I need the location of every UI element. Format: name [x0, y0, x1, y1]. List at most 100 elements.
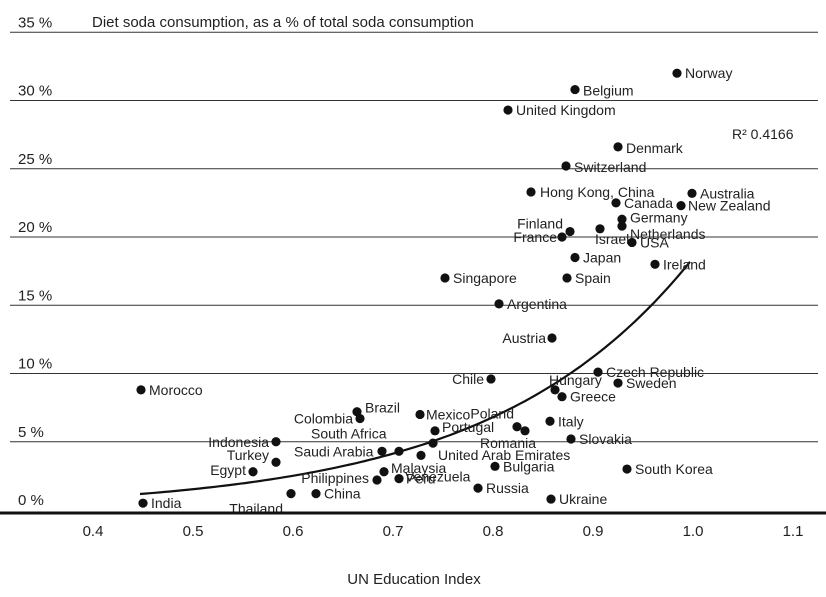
- point-argentina: [494, 299, 504, 309]
- chart-title: Diet soda consumption, as a % of total s…: [92, 14, 474, 31]
- point-france: [557, 232, 567, 242]
- point-label-germany: Germany: [630, 209, 688, 225]
- point-poland: [512, 422, 522, 432]
- point-label-china: China: [324, 486, 361, 502]
- point-peru: [394, 474, 404, 484]
- point-slovakia: [566, 434, 576, 444]
- trend-line: [139, 261, 691, 496]
- grid-lines: [10, 31, 818, 443]
- x-tick-label: 0.5: [183, 523, 204, 540]
- point-label-philippines: Philippines: [301, 470, 369, 486]
- point-portugal: [430, 426, 440, 436]
- point-label-spain: Spain: [575, 270, 611, 286]
- point-label-usa: USA: [640, 234, 669, 250]
- y-tick-label: 0 %: [18, 492, 44, 509]
- point-philippines: [372, 475, 382, 485]
- point-united-arab-emirates: [428, 438, 438, 448]
- x-tick-label: 0.7: [383, 523, 404, 540]
- x-tick-label: 1.0: [683, 523, 704, 540]
- point-label-united-arab-emirates: United Arab Emirates: [438, 447, 570, 463]
- point-label-united-kingdom: United Kingdom: [516, 102, 616, 118]
- point-label-belgium: Belgium: [583, 83, 634, 99]
- point-label-denmark: Denmark: [626, 140, 684, 156]
- point-label-saudi-arabia: Saudi Arabia: [294, 443, 374, 459]
- point-denmark: [613, 142, 623, 152]
- point-greece: [557, 392, 567, 402]
- point-usa: [627, 237, 637, 248]
- point-mexico: [415, 409, 425, 420]
- y-tick-label: 10 %: [18, 356, 52, 373]
- x-tick-label: 1.1: [783, 523, 804, 540]
- point-label-hungary: Hungary: [549, 372, 602, 388]
- point-colombia: [355, 413, 365, 424]
- point-label-russia: Russia: [486, 480, 529, 496]
- data-points: Norway Belgium United Kingdom Denmark Switze…: [136, 65, 771, 517]
- point-belgium: [570, 84, 580, 95]
- point-label-singapore: Singapore: [453, 270, 517, 286]
- point-russia: [473, 483, 483, 493]
- point-canada: [611, 198, 621, 208]
- point-label-brazil: Brazil: [365, 400, 400, 416]
- point-label-australia: Australia: [700, 185, 755, 201]
- y-tick-labels: 0 % 5 % 10 % 15 % 20 % 25 % 30 % 35 %: [18, 14, 52, 509]
- point-romania: [520, 426, 530, 436]
- point-label-venezuela: Venezuela: [405, 468, 471, 484]
- y-tick-label: 25 %: [18, 151, 52, 168]
- point-sweden: [613, 378, 623, 388]
- point-label-sweden: Sweden: [626, 375, 677, 391]
- y-tick-label: 5 %: [18, 424, 44, 441]
- point-new-zealand: [676, 201, 686, 211]
- point-china: [311, 489, 321, 499]
- x-axis-label: UN Education Index: [347, 571, 481, 588]
- point-label-argentina: Argentina: [507, 296, 567, 312]
- point-italy: [545, 416, 555, 426]
- point-bulgaria: [490, 461, 500, 471]
- point-ukraine: [546, 494, 556, 504]
- point-czech-republic: [593, 367, 603, 377]
- point-label-portugal: Portugal: [442, 419, 494, 435]
- point-label-czech-republic: Czech Republic: [606, 364, 704, 380]
- point-indonesia: [271, 437, 281, 447]
- point-hungary: [550, 385, 560, 395]
- point-singapore: [440, 273, 450, 283]
- point-label-ireland: Ireland: [663, 256, 706, 272]
- point-label-japan: Japan: [583, 249, 621, 265]
- point-label-india: India: [151, 495, 182, 511]
- y-tick-label: 15 %: [18, 287, 52, 304]
- y-tick-label: 20 %: [18, 219, 52, 236]
- point-label-indonesia: Indonesia: [208, 434, 269, 450]
- y-tick-label: 35 %: [18, 14, 52, 31]
- point-south-korea: [622, 464, 632, 474]
- point-label-romania: Romania: [480, 435, 536, 451]
- point-label-south-korea: South Korea: [635, 461, 713, 477]
- point-finland: [565, 226, 575, 237]
- x-tick-labels: 0.4 0.5 0.6 0.7 0.8 0.9 1.0 1.1: [83, 523, 804, 540]
- point-thailand: [286, 489, 296, 499]
- point-label-bulgaria: Bulgaria: [503, 458, 555, 474]
- point-label-israel: Israel: [595, 231, 629, 247]
- point-label-canada: Canada: [624, 195, 673, 211]
- point-australia: [687, 188, 697, 198]
- point-label-chile: Chile: [452, 371, 484, 387]
- y-tick-label: 30 %: [18, 83, 52, 100]
- point-label-france: France: [513, 229, 557, 245]
- point-label-slovakia: Slovakia: [579, 431, 632, 447]
- point-label-peru: Peru: [406, 471, 436, 487]
- point-label-netherlands: Netherlands: [630, 226, 706, 242]
- point-hong-kong-china: [526, 187, 536, 197]
- point-israel: [595, 224, 605, 234]
- r-squared-annotation: R² 0.4166: [732, 126, 794, 142]
- point-label-norway: Norway: [685, 65, 732, 81]
- point-label-egypt: Egypt: [210, 462, 246, 478]
- point-label-turkey: Turkey: [227, 447, 269, 463]
- x-tick-label: 0.6: [283, 523, 304, 540]
- point-label-austria: Austria: [502, 330, 546, 346]
- point-turkey: [271, 457, 281, 467]
- point-switzerland: [561, 161, 571, 171]
- x-tick-label: 0.4: [83, 523, 104, 540]
- point-label-finland: Finland: [517, 216, 563, 232]
- x-tick-label: 0.8: [483, 523, 504, 540]
- point-label-mexico: Mexico: [426, 406, 471, 422]
- point-austria: [547, 333, 557, 343]
